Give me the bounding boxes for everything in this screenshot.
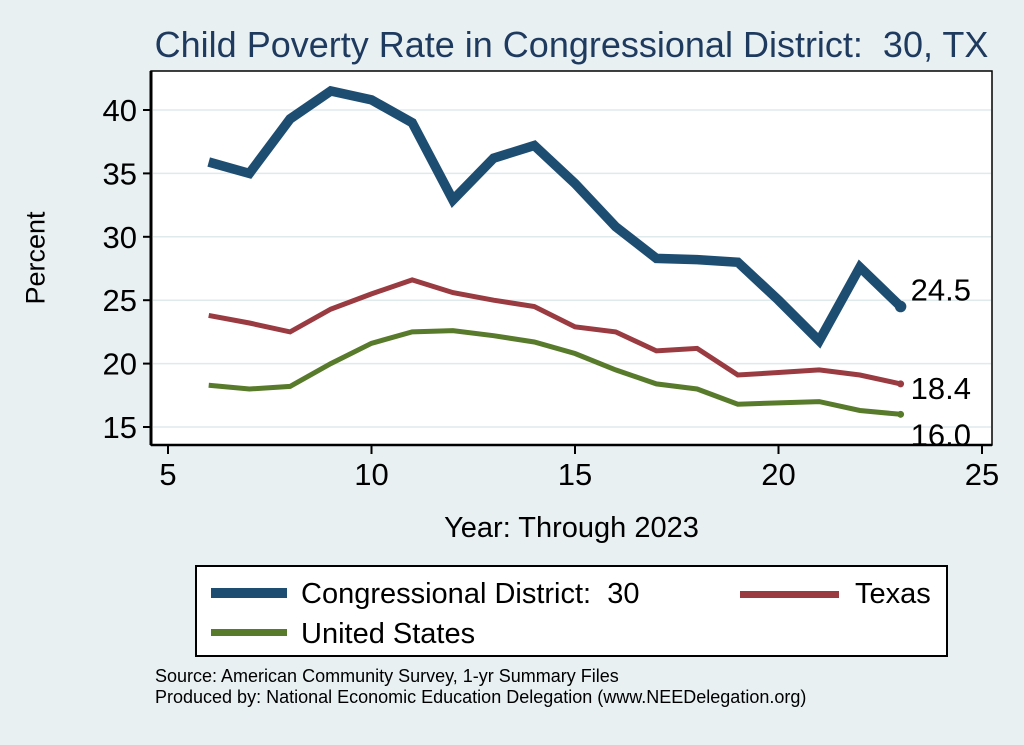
legend-label-united-states: United States: [301, 618, 476, 650]
x-tick-label-5: 5: [159, 457, 176, 492]
y-tick-label-20: 20: [103, 347, 137, 382]
x-tick-label-10: 10: [354, 457, 388, 492]
series-line-texas: [208, 277, 902, 387]
series-end-label-congressional-district-30: 24.5: [911, 273, 971, 308]
x-tick-label-20: 20: [761, 457, 795, 492]
legend-label-texas: Texas: [855, 578, 931, 610]
plot-area: [151, 71, 992, 445]
legend-swatch-texas: [740, 591, 839, 598]
legend-swatch-united-states: [211, 629, 287, 636]
footer: Source: American Community Survey, 1-yr …: [155, 666, 806, 708]
y-tick-label-30: 30: [103, 220, 137, 255]
y-tick-label-40: 40: [103, 93, 137, 128]
series-end-label-texas: 18.4: [911, 371, 971, 406]
y-axis-title: Percent: [20, 211, 51, 305]
series-line-united-states: [208, 328, 901, 417]
y-tick-label-15: 15: [103, 410, 137, 445]
poverty-line-chart: 15 20 25 30 35 40 5 10 15 20 25 24.5 18.4 16.0: [103, 70, 999, 492]
series-end-dot-texas: [897, 380, 905, 388]
x-tick-label-25: 25: [965, 457, 999, 492]
source-note: Source: American Community Survey, 1-yr …: [155, 666, 619, 686]
x-axis-title: Year: Through 2023: [444, 512, 699, 544]
series-line-congressional-district-30: [207, 85, 904, 349]
y-tick-label-25: 25: [103, 283, 137, 318]
chart-title: Child Poverty Rate in Congressional Dist…: [154, 24, 989, 65]
legend-swatch-congressional-district-30: [211, 588, 287, 598]
series-end-dot-united-states: [897, 410, 905, 418]
legend: Congressional District: 30 Texas United …: [195, 565, 948, 657]
legend-label-congressional-district-30: Congressional District: 30: [301, 578, 640, 610]
y-tick-label-35: 35: [103, 156, 137, 191]
series-end-dot-congressional-district-30: [894, 300, 907, 313]
x-tick-label-15: 15: [558, 457, 592, 492]
produced-by-note: Produced by: National Economic Education…: [155, 687, 807, 707]
series-end-label-united-states: 16.0: [911, 417, 971, 452]
